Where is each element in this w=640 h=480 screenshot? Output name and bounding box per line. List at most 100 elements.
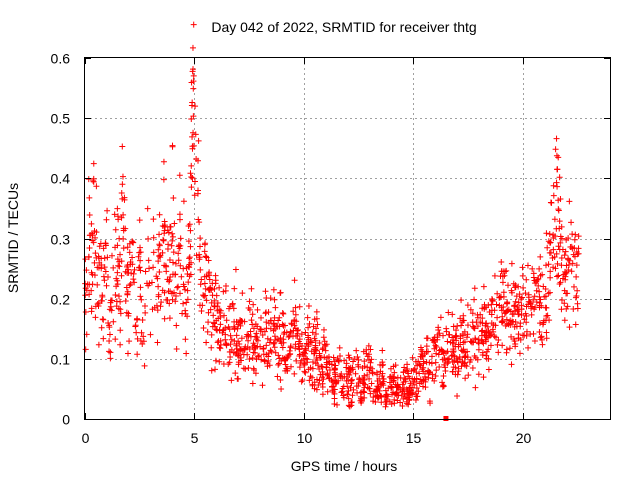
data-point (566, 257, 573, 264)
data-point (472, 384, 479, 391)
data-point (262, 288, 269, 295)
data-point (216, 310, 223, 317)
data-point (250, 301, 257, 308)
data-point (182, 336, 189, 343)
data-point (172, 260, 179, 267)
data-point (323, 364, 330, 371)
x-axis-label: GPS time / hours (291, 458, 398, 474)
data-point (307, 373, 314, 380)
data-point (366, 385, 373, 392)
data-point (345, 402, 352, 409)
data-point (461, 354, 468, 361)
data-point (292, 311, 299, 318)
data-point (212, 366, 219, 373)
data-point (181, 283, 188, 290)
data-point (270, 340, 277, 347)
data-point (125, 312, 132, 319)
data-point (486, 332, 493, 339)
data-point (555, 207, 562, 214)
data-point (164, 276, 171, 283)
data-point (513, 293, 520, 300)
data-point (112, 226, 119, 233)
data-point (416, 361, 423, 368)
data-point (290, 308, 297, 315)
data-point (169, 237, 176, 244)
data-point (572, 321, 579, 328)
data-point (366, 375, 373, 382)
data-point (458, 322, 465, 329)
data-point (437, 314, 444, 321)
data-point (410, 366, 417, 373)
data-point (440, 372, 447, 379)
data-point (305, 336, 312, 343)
data-point (137, 257, 144, 264)
data-point (270, 286, 277, 293)
data-point (254, 337, 261, 344)
data-point (550, 246, 557, 253)
data-point (519, 272, 526, 279)
data-point (474, 311, 481, 318)
data-point (494, 290, 501, 297)
data-point (543, 335, 550, 342)
data-point (156, 268, 163, 275)
data-point (117, 251, 124, 258)
data-point (367, 390, 374, 397)
data-point (375, 383, 382, 390)
data-point (147, 331, 154, 338)
data-point (531, 277, 538, 284)
data-point (517, 320, 524, 327)
data-point (271, 339, 278, 346)
data-point (345, 395, 352, 402)
data-point (455, 341, 462, 348)
data-point (557, 279, 564, 286)
data-point (250, 365, 257, 372)
data-point (212, 272, 219, 279)
data-point (480, 283, 487, 290)
data-point (106, 348, 113, 355)
data-point (300, 356, 307, 363)
data-point (182, 286, 189, 293)
data-point (275, 361, 282, 368)
data-point (484, 323, 491, 330)
data-point (391, 400, 398, 407)
data-point (489, 297, 496, 304)
data-point (249, 355, 256, 362)
data-point (107, 349, 114, 356)
data-point (233, 342, 240, 349)
data-point (309, 359, 316, 366)
data-point (301, 361, 308, 368)
data-point (150, 249, 157, 256)
data-point (94, 281, 101, 288)
data-point (385, 385, 392, 392)
data-point (511, 303, 518, 310)
data-point (222, 336, 229, 343)
data-point (214, 300, 221, 307)
data-point (309, 382, 316, 389)
data-point (85, 176, 92, 183)
data-point (375, 394, 382, 401)
data-point (171, 289, 178, 296)
data-point (211, 285, 218, 292)
data-point (308, 339, 315, 346)
data-point (341, 357, 348, 364)
data-point (376, 387, 383, 394)
data-point (445, 331, 452, 338)
data-point (92, 234, 99, 241)
data-point (216, 344, 223, 351)
data-point (403, 400, 410, 407)
data-point (503, 349, 510, 356)
data-point (544, 244, 551, 251)
data-point (272, 326, 279, 333)
data-point (260, 351, 267, 358)
data-point (197, 281, 204, 288)
data-point (535, 282, 542, 289)
data-point (304, 314, 311, 321)
data-point (201, 293, 208, 300)
data-point (87, 232, 94, 239)
data-point (196, 302, 203, 309)
data-point (257, 343, 264, 350)
data-point (339, 388, 346, 395)
data-point (185, 223, 192, 230)
data-point (405, 373, 412, 380)
data-point (142, 268, 149, 275)
